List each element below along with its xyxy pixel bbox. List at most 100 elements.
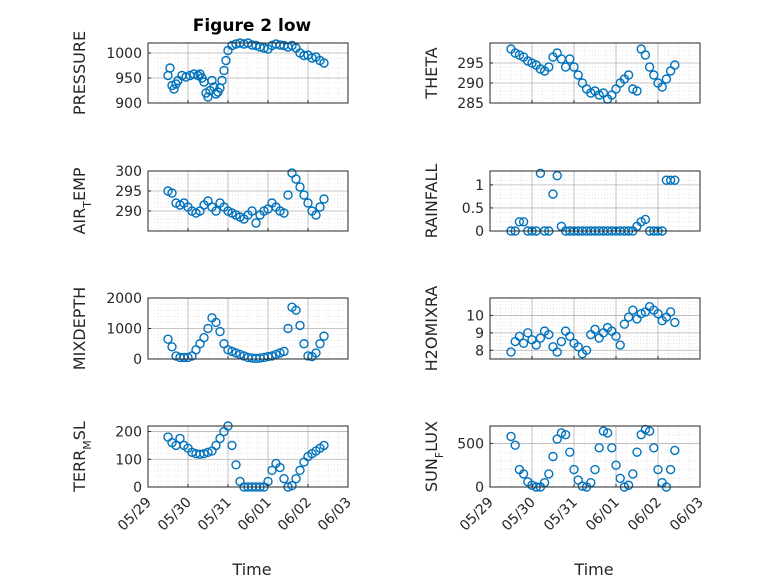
- data-point: [573, 342, 583, 352]
- data-point: [649, 70, 659, 80]
- data-point: [311, 210, 321, 220]
- data-point: [319, 58, 329, 68]
- data-point: [183, 352, 193, 363]
- data-point: [670, 175, 680, 185]
- y-tick-label: 300: [115, 164, 142, 180]
- data-point: [235, 349, 245, 360]
- y-tick-label: 0: [475, 480, 484, 496]
- data-point: [577, 481, 588, 491]
- x-axis-label-left: Time: [231, 560, 271, 579]
- data-point: [531, 340, 541, 350]
- data-point: [535, 168, 546, 179]
- data-point: [649, 443, 659, 453]
- x-tick-label: 06/02: [625, 495, 665, 535]
- data-point: [636, 308, 646, 319]
- data-point: [569, 62, 579, 72]
- data-point: [665, 175, 676, 185]
- data-point: [569, 464, 579, 475]
- y-tick-label: 1000: [106, 322, 142, 338]
- y-axis-label: RAINFALL: [422, 164, 441, 239]
- data-point: [211, 206, 221, 216]
- data-point: [167, 342, 177, 352]
- data-point: [510, 440, 520, 450]
- x-tick-label: 05/31: [195, 495, 235, 535]
- data-point: [291, 174, 301, 184]
- data-point: [653, 464, 663, 475]
- x-tick-label: 06/02: [275, 495, 315, 535]
- y-tick-label: 950: [115, 71, 142, 87]
- data-point: [565, 331, 575, 342]
- data-point: [283, 190, 293, 200]
- data-point: [303, 198, 313, 208]
- data-point: [307, 53, 317, 63]
- data-point: [607, 443, 617, 453]
- axes-box: [147, 42, 349, 104]
- x-tick-label: 05/29: [115, 495, 155, 535]
- data-point: [231, 348, 241, 358]
- data-point: [598, 426, 609, 436]
- data-point: [665, 307, 676, 317]
- y-tick-label: 290: [457, 76, 484, 92]
- axes-box: [489, 297, 701, 360]
- data-point: [552, 170, 562, 181]
- data-point: [221, 55, 231, 66]
- y-axis-label: THETA: [422, 47, 441, 99]
- data-point: [523, 328, 533, 338]
- data-point: [199, 332, 209, 343]
- data-point: [175, 433, 185, 444]
- y-tick-label: 100: [115, 452, 142, 468]
- data-point: [644, 62, 655, 72]
- data-point: [544, 329, 554, 340]
- data-point: [670, 60, 680, 70]
- data-point: [535, 333, 546, 343]
- data-point: [506, 347, 516, 357]
- y-tick-label: 295: [457, 56, 484, 72]
- data-point: [311, 348, 321, 358]
- data-point: [181, 72, 191, 82]
- data-point: [640, 50, 651, 60]
- data-point: [518, 217, 529, 227]
- y-tick-label: 10: [466, 308, 484, 324]
- data-point: [632, 447, 642, 457]
- data-point: [670, 445, 680, 456]
- subplot-theta: 285 290 295 THETA: [422, 42, 701, 112]
- y-tick-label: 290: [115, 204, 142, 220]
- data-point: [619, 319, 630, 329]
- subplot-sun-flux: 0 500 05/29 05/30 05/31 06/01 06/02 06/03 SUNFLU…: [422, 421, 707, 534]
- data-point: [319, 440, 329, 451]
- data-point: [227, 40, 237, 51]
- data-point: [653, 308, 663, 319]
- data-point: [291, 305, 301, 315]
- subplot-rainfall: 0 0.5 1 RAINFALL: [422, 164, 701, 240]
- data-point: [590, 464, 600, 475]
- x-tick-label: 06/01: [235, 495, 275, 535]
- data-point: [632, 86, 642, 96]
- data-point: [640, 424, 651, 435]
- figure-title: Figure 2 low: [193, 16, 312, 36]
- data-point: [299, 339, 309, 349]
- data-point: [299, 190, 309, 200]
- data-point: [319, 331, 329, 341]
- data-point: [602, 428, 613, 438]
- data-point: [628, 305, 638, 315]
- y-tick-label: 500: [457, 436, 484, 452]
- data-point: [514, 217, 525, 227]
- data-point: [215, 326, 225, 337]
- data-point: [657, 82, 667, 92]
- y-tick-label: 0.5: [462, 201, 484, 217]
- data-point: [259, 43, 269, 53]
- data-point: [207, 75, 217, 86]
- data-point: [199, 449, 209, 459]
- data-point: [527, 480, 537, 490]
- data-point: [623, 312, 634, 322]
- axes-box: [147, 425, 349, 488]
- data-point: [279, 346, 289, 357]
- data-point: [203, 323, 213, 334]
- data-point: [279, 473, 289, 484]
- data-point: [223, 345, 233, 355]
- y-tick-label: 2000: [106, 291, 142, 307]
- y-tick-label: 0: [133, 352, 142, 368]
- axes-box: [489, 425, 701, 488]
- x-tick-label: 05/31: [541, 495, 581, 535]
